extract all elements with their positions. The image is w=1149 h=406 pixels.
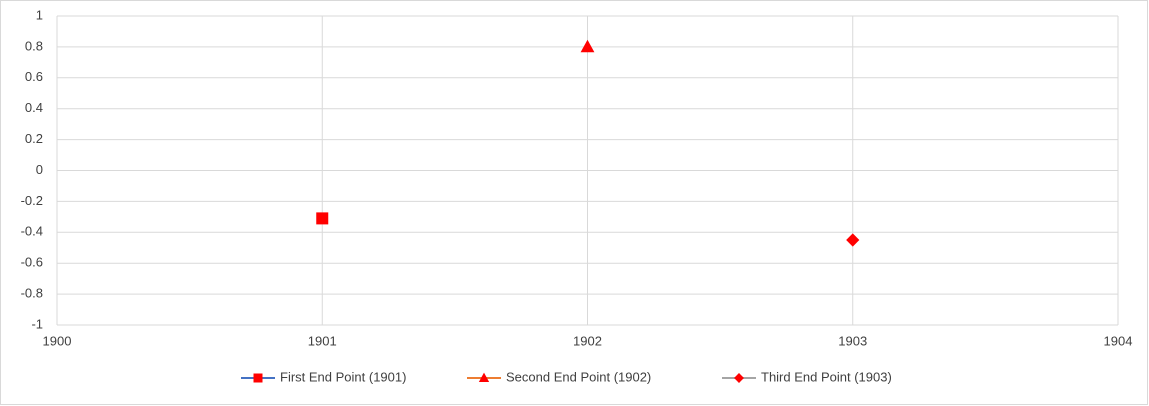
x-tick-label: 1900 (43, 333, 72, 348)
y-tick-label: 0.2 (25, 131, 43, 146)
y-tick-label: -0.8 (21, 286, 43, 301)
data-point (580, 39, 595, 53)
legend-label: Third End Point (1903) (761, 369, 892, 384)
x-tick-label: 1901 (308, 333, 337, 348)
data-point (316, 212, 329, 225)
legend-label: First End Point (1901) (280, 369, 406, 384)
x-tick-label: 1904 (1104, 333, 1133, 348)
legend-label: Second End Point (1902) (506, 369, 651, 384)
legend-marker (734, 373, 744, 383)
legend-marker (478, 372, 490, 383)
y-tick-label: -0.2 (21, 193, 43, 208)
x-tick-label: 1902 (573, 333, 602, 348)
y-tick-label: 0.4 (25, 100, 43, 115)
y-tick-label: -1 (31, 316, 43, 331)
y-tick-label: 1 (36, 7, 43, 22)
legend-marker (253, 373, 263, 383)
x-tick-label: 1903 (838, 333, 867, 348)
y-tick-label: 0 (36, 162, 43, 177)
y-tick-label: 0.6 (25, 69, 43, 84)
y-tick-label: 0.8 (25, 38, 43, 53)
y-tick-label: -0.4 (21, 224, 43, 239)
data-point (846, 233, 860, 247)
y-tick-label: -0.6 (21, 255, 43, 270)
